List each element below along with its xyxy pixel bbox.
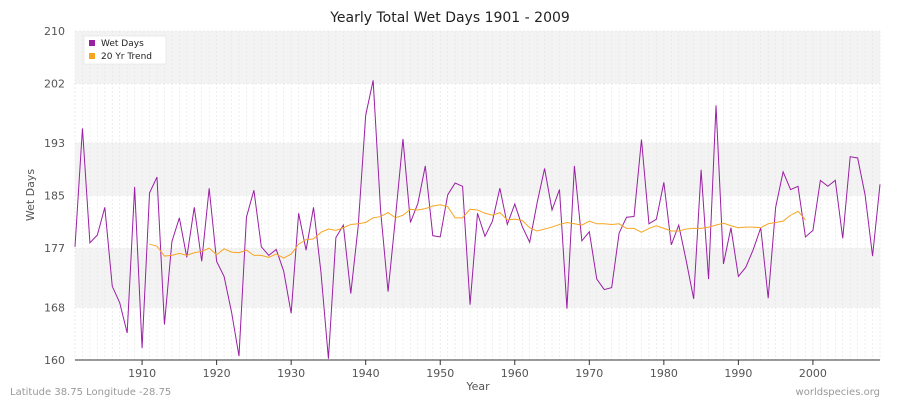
x-tick-label: 1910 <box>128 367 156 380</box>
y-tick-label: 177 <box>44 242 65 255</box>
x-tick-label: 1940 <box>352 367 380 380</box>
legend-label-wet-days: Wet Days <box>101 39 144 49</box>
legend-swatch-wet-days <box>89 40 95 46</box>
legend-swatch-trend <box>89 53 95 59</box>
footer-source: worldspecies.org <box>796 387 880 398</box>
x-tick-label: 1960 <box>501 367 529 380</box>
footer-location: Latitude 38.75 Longitude -28.75 <box>10 387 171 398</box>
y-tick-label: 160 <box>44 354 65 367</box>
x-axis-label: Year <box>465 380 490 393</box>
x-tick-label: 2000 <box>799 367 827 380</box>
legend-label-trend: 20 Yr Trend <box>101 52 152 62</box>
x-tick-label: 1930 <box>277 367 305 380</box>
y-axis-ticks: 160 168 177 185 193 202 210 <box>44 25 65 367</box>
y-tick-label: 193 <box>44 137 65 150</box>
chart-title: Yearly Total Wet Days 1901 - 2009 <box>329 10 570 26</box>
y-tick-label: 202 <box>44 78 65 91</box>
wet-days-line <box>74 80 881 359</box>
y-tick-label: 185 <box>44 190 65 203</box>
trend-line <box>149 204 806 259</box>
x-axis-ticks: 1910 1920 1930 1940 1950 1960 1970 1980 1990 2000 <box>128 360 827 380</box>
legend-box <box>83 35 167 65</box>
y-tick-label: 168 <box>44 301 65 314</box>
y-tick-label: 210 <box>44 25 65 38</box>
x-tick-label: 1950 <box>426 367 454 380</box>
x-tick-label: 1920 <box>203 367 231 380</box>
x-tick-label: 1980 <box>650 367 678 380</box>
y-axis-label: Wet Days <box>24 169 37 222</box>
legend: Wet Days 20 Yr Trend <box>83 35 167 65</box>
x-tick-label: 1970 <box>575 367 603 380</box>
plot-band <box>75 248 880 308</box>
x-tick-label: 1990 <box>724 367 752 380</box>
grid-lines <box>74 30 881 361</box>
